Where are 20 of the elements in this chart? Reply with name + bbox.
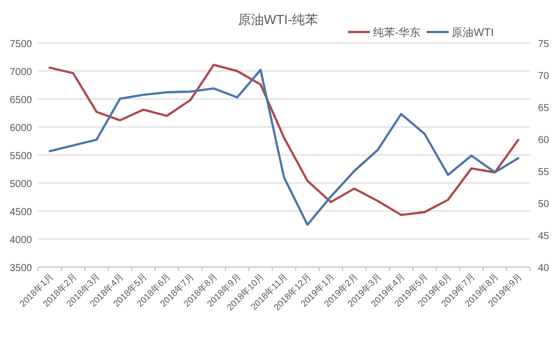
chart-title: 原油WTI-纯苯 <box>238 12 318 27</box>
y-tick-label: 3500 <box>10 263 32 274</box>
y2-tick-label: 70 <box>538 71 550 82</box>
y-tick-label: 6500 <box>10 95 32 106</box>
y-tick-label: 5000 <box>10 179 32 190</box>
y-tick-label: 6000 <box>10 123 32 134</box>
y2-tick-label: 55 <box>538 167 550 178</box>
legend-label: 纯苯-华东 <box>373 26 421 39</box>
y2-tick-label: 65 <box>538 103 550 114</box>
y-tick-label: 4500 <box>10 207 32 218</box>
y-tick-label: 5500 <box>10 151 32 162</box>
y2-tick-label: 75 <box>538 39 550 50</box>
y-tick-label: 7500 <box>10 39 32 50</box>
y-tick-label: 7000 <box>10 67 32 78</box>
y2-tick-label: 50 <box>538 199 550 210</box>
y2-tick-label: 60 <box>538 135 550 146</box>
legend-label: 原油WTI <box>452 26 494 39</box>
y2-tick-label: 40 <box>538 263 550 274</box>
y-tick-label: 4000 <box>10 235 32 246</box>
y2-tick-label: 45 <box>538 231 550 242</box>
